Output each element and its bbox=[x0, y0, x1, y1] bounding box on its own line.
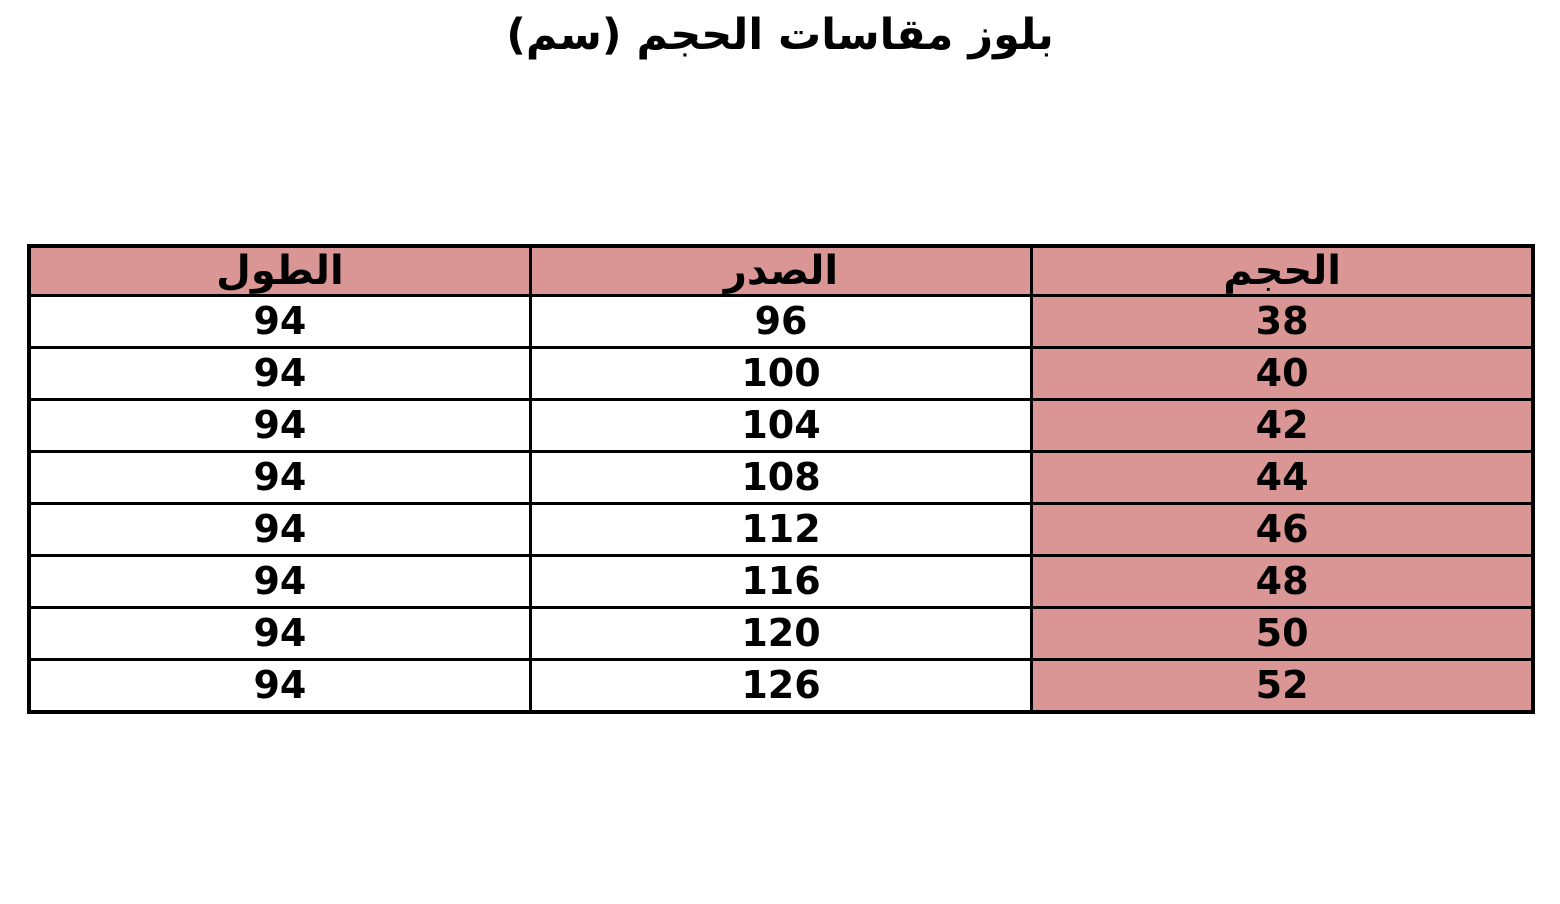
chest-cell: 126 bbox=[528, 658, 1034, 714]
length-cell: 94 bbox=[27, 554, 532, 609]
size-cell: 40 bbox=[1030, 346, 1535, 401]
table-row: 44 108 94 bbox=[27, 450, 1535, 505]
table-row: 50 120 94 bbox=[27, 606, 1535, 661]
column-header-length: الطول bbox=[27, 244, 532, 297]
size-cell: 50 bbox=[1030, 606, 1535, 661]
size-cell: 48 bbox=[1030, 554, 1535, 609]
chest-cell: 100 bbox=[528, 346, 1034, 401]
column-header-chest: الصدر bbox=[528, 244, 1034, 297]
size-cell: 46 bbox=[1030, 502, 1535, 557]
page-title: بلوز مقاسات الحجم (سم) bbox=[506, 10, 1054, 60]
length-cell: 94 bbox=[27, 346, 532, 401]
chest-cell: 120 bbox=[528, 606, 1034, 661]
chest-cell: 112 bbox=[528, 502, 1034, 557]
length-cell: 94 bbox=[27, 450, 532, 505]
chest-cell: 104 bbox=[528, 398, 1034, 453]
table-row: 46 112 94 bbox=[27, 502, 1535, 557]
table-row: 52 126 94 bbox=[27, 658, 1535, 714]
table-row: 48 116 94 bbox=[27, 554, 1535, 609]
size-cell: 52 bbox=[1030, 658, 1535, 714]
size-table: الحجم الصدر الطول 38 96 94 40 100 94 42 … bbox=[27, 244, 1535, 714]
length-cell: 94 bbox=[27, 606, 532, 661]
length-cell: 94 bbox=[27, 398, 532, 453]
size-cell: 44 bbox=[1030, 450, 1535, 505]
table-row: 42 104 94 bbox=[27, 398, 1535, 453]
table-row: 40 100 94 bbox=[27, 346, 1535, 401]
chest-cell: 116 bbox=[528, 554, 1034, 609]
chest-cell: 108 bbox=[528, 450, 1034, 505]
column-header-size: الحجم bbox=[1030, 244, 1535, 297]
size-cell: 42 bbox=[1030, 398, 1535, 453]
length-cell: 94 bbox=[27, 294, 532, 349]
length-cell: 94 bbox=[27, 658, 532, 714]
chest-cell: 96 bbox=[528, 294, 1034, 349]
table-header-row: الحجم الصدر الطول bbox=[27, 244, 1535, 297]
size-cell: 38 bbox=[1030, 294, 1535, 349]
length-cell: 94 bbox=[27, 502, 532, 557]
table-row: 38 96 94 bbox=[27, 294, 1535, 349]
